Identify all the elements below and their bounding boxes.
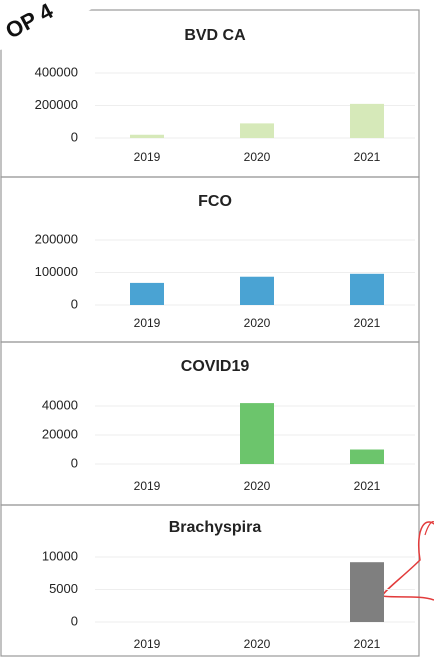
bar [350,562,384,622]
chart-title: FCO [198,193,232,210]
y-tick-label: 100000 [35,264,78,279]
y-tick-label: 20000 [42,426,78,441]
y-tick-label: 0 [71,296,78,311]
x-tick-label: 2019 [134,637,161,651]
x-tick-label: 2021 [354,637,381,651]
x-tick-label: 2020 [244,479,271,493]
y-tick-label: 0 [71,455,78,470]
y-tick-label: 200000 [35,231,78,246]
bar [130,283,164,305]
chart-title: Brachyspira [169,519,262,536]
x-tick-label: 2020 [244,316,271,330]
bar [240,403,274,464]
x-tick-label: 2021 [354,150,381,164]
y-tick-label: 0 [71,613,78,628]
x-tick-label: 2021 [354,316,381,330]
bar [240,123,274,138]
y-tick-label: 40000 [42,397,78,412]
pen-annotation [382,522,434,600]
y-tick-label: 5000 [49,581,78,596]
chart-title: COVID19 [181,358,250,375]
x-tick-label: 2020 [244,150,271,164]
y-tick-label: 10000 [42,548,78,563]
y-tick-label: 0 [71,129,78,144]
bar [350,450,384,465]
y-tick-label: 200000 [35,97,78,112]
x-tick-label: 2019 [134,316,161,330]
y-tick-label: 400000 [35,64,78,79]
bar [350,104,384,138]
bar [130,135,164,138]
chart-page: OP 4 BVD CA0200000400000201920202021FCO0… [0,0,434,657]
x-tick-label: 2019 [134,479,161,493]
x-tick-label: 2021 [354,479,381,493]
x-tick-label: 2019 [134,150,161,164]
bar [350,274,384,305]
bar [240,277,274,305]
x-tick-label: 2020 [244,637,271,651]
chart-title: BVD CA [184,27,246,44]
